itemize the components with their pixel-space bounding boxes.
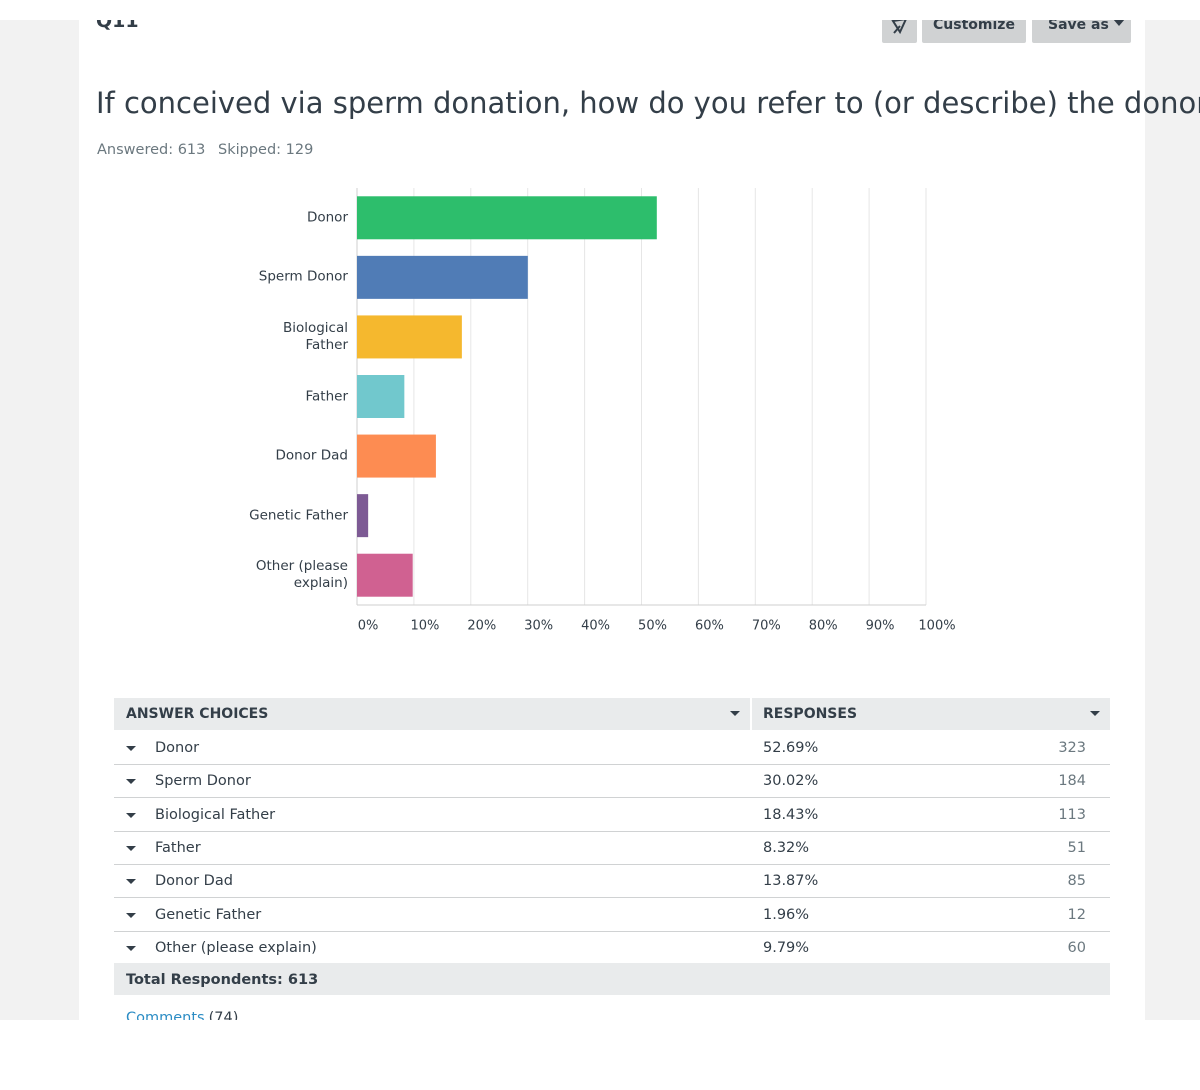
side-gutter — [1145, 20, 1200, 1020]
x-tick-label: 90% — [866, 619, 895, 634]
row-divider — [114, 863, 1110, 865]
y-category-label: Biological Father — [282, 319, 348, 353]
row-divider — [114, 830, 1110, 832]
response-count: 113 — [1058, 806, 1086, 823]
answer-choice: Genetic Father — [155, 906, 262, 923]
response-percent: 13.87% — [763, 873, 819, 890]
pin-icon — [890, 17, 908, 35]
expand-arrow[interactable] — [126, 746, 136, 751]
table-header — [114, 698, 750, 730]
row-divider — [114, 797, 1110, 799]
expand-arrow[interactable] — [126, 845, 136, 851]
answer-choice: Other (please explain) — [155, 939, 317, 956]
x-tick-label: 50% — [638, 619, 667, 634]
bar — [357, 434, 436, 478]
table-footer — [114, 963, 1110, 995]
response-percent: 52.69% — [763, 740, 819, 756]
bar — [357, 494, 369, 538]
x-tick-label: 70% — [752, 619, 781, 634]
expand-arrow[interactable] — [126, 812, 136, 818]
bar — [357, 196, 657, 240]
answer-choice: Donor Dad — [155, 873, 233, 890]
sort-arrow[interactable] — [1090, 711, 1100, 716]
response-count: 323 — [1058, 740, 1086, 756]
row-divider — [114, 897, 1110, 899]
column-header: ANSWER CHOICES — [126, 706, 269, 722]
column-header: RESPONSES — [763, 706, 858, 722]
table-header — [752, 698, 1110, 730]
top-edge — [0, 0, 1200, 20]
bottom-edge — [0, 1020, 1200, 1090]
x-tick-label: 60% — [695, 619, 724, 634]
answer-choice: Donor — [155, 740, 200, 756]
bar — [357, 315, 462, 359]
y-category-label: Donor Dad — [275, 447, 348, 464]
bar — [357, 553, 413, 597]
response-percent: 30.02% — [763, 773, 819, 790]
response-count: 184 — [1058, 773, 1086, 790]
y-category-label: Sperm Donor — [258, 268, 348, 285]
skipped-count: Skipped: 129 — [218, 142, 314, 158]
expand-arrow[interactable] — [126, 912, 136, 918]
side-gutter — [0, 20, 79, 1020]
x-tick-label: 80% — [809, 619, 838, 634]
expand-arrow[interactable] — [126, 779, 136, 785]
x-tick-label: 100% — [918, 619, 955, 634]
dropdown-arrow — [1112, 19, 1125, 26]
x-tick-label: 10% — [410, 619, 439, 634]
response-count: 12 — [1067, 906, 1086, 923]
answer-choice: Sperm Donor — [155, 773, 251, 790]
row-divider — [114, 764, 1110, 765]
answer-choice: Biological Father — [155, 806, 276, 823]
y-category-label: Father — [305, 388, 348, 404]
response-count: 51 — [1067, 839, 1086, 856]
button-label: Save as — [1048, 17, 1109, 33]
answered-count: Answered: 613 — [97, 142, 206, 158]
x-tick-label: 20% — [467, 619, 496, 634]
y-category-label: Donor — [306, 209, 348, 226]
answer-choice: Father — [155, 839, 201, 856]
response-percent: 8.32% — [763, 839, 810, 856]
y-category-label: Other (please explain) — [255, 558, 348, 592]
total-respondents: Total Respondents: 613 — [126, 972, 319, 988]
question-title: If conceived via sperm donation, how do … — [96, 86, 1200, 120]
x-tick-label: 0% — [358, 619, 379, 634]
sort-arrow[interactable] — [730, 711, 740, 716]
bar — [357, 255, 528, 299]
response-percent: 9.79% — [763, 939, 810, 956]
x-tick-label: 30% — [524, 619, 553, 634]
response-count: 60 — [1067, 939, 1086, 956]
response-count: 85 — [1067, 873, 1086, 890]
expand-arrow[interactable] — [126, 879, 136, 885]
response-percent: 1.96% — [763, 906, 810, 923]
expand-arrow[interactable] — [126, 945, 136, 951]
row-divider — [114, 930, 1110, 932]
response-percent: 18.43% — [763, 806, 819, 823]
x-tick-label: 40% — [581, 619, 610, 634]
bar — [357, 375, 405, 418]
y-category-label: Genetic Father — [249, 507, 348, 524]
